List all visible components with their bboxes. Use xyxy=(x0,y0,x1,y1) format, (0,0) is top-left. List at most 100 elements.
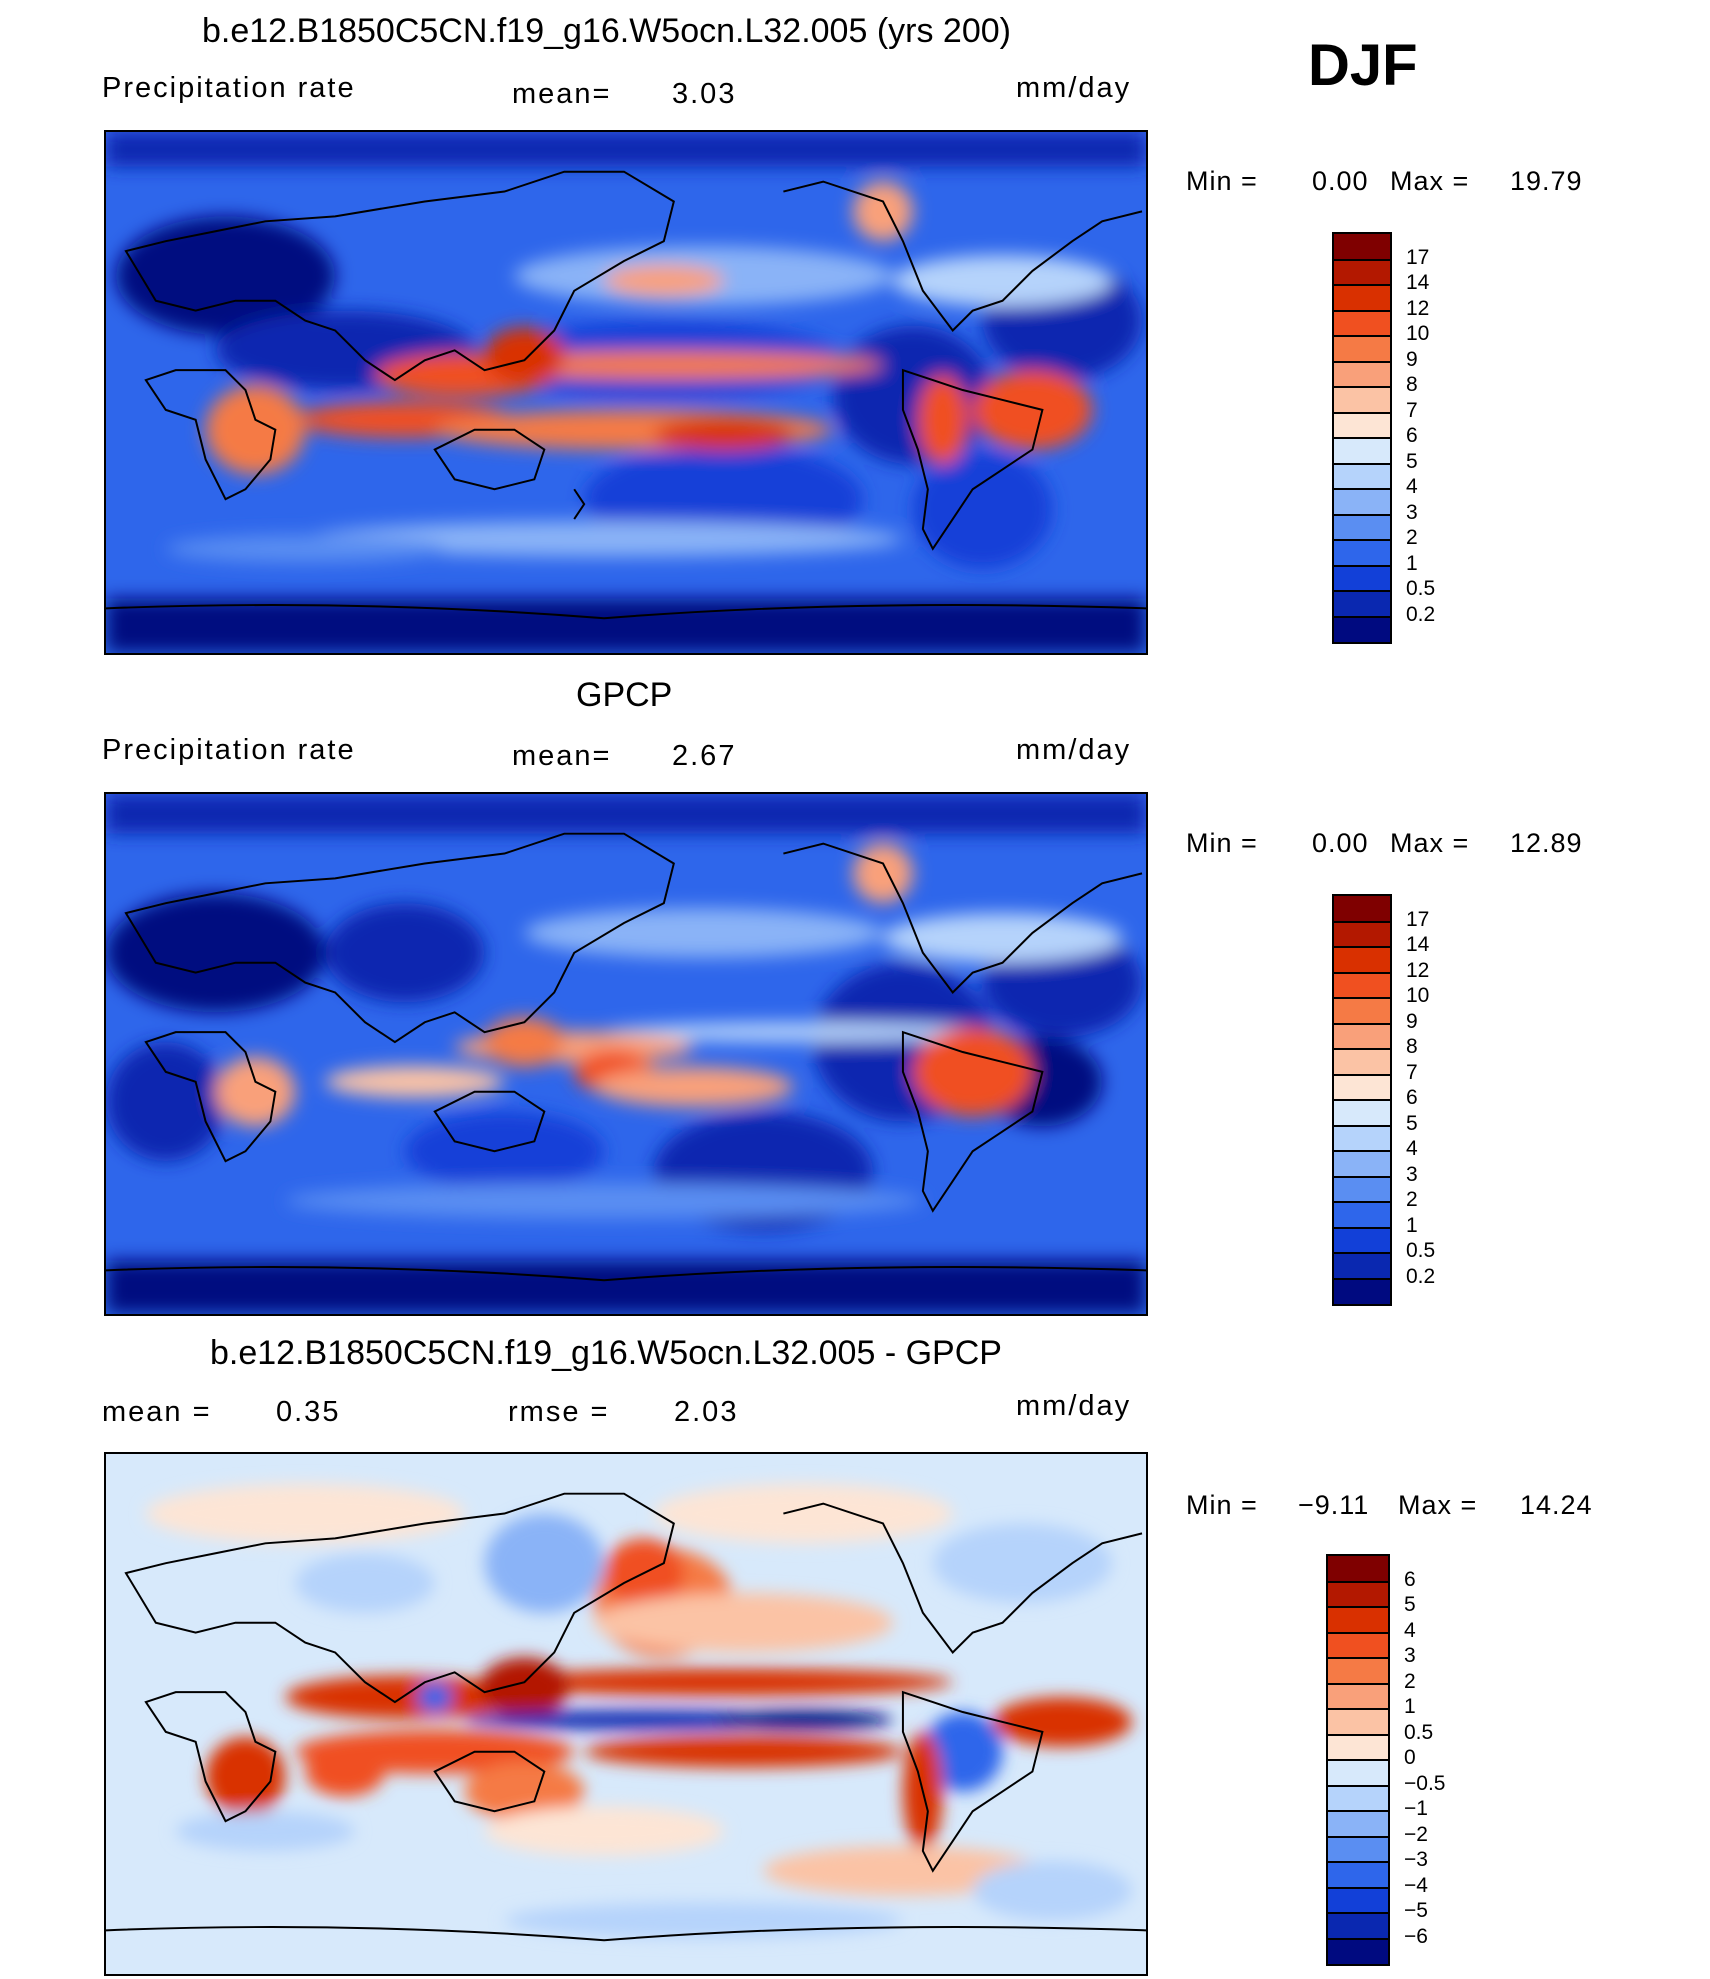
colorbar-separator xyxy=(1334,386,1390,388)
colorbar-tick-label: −1 xyxy=(1404,1797,1428,1820)
panel-2-max-label: Max = xyxy=(1390,828,1470,858)
colorbar-tick-label: 0.5 xyxy=(1406,577,1436,600)
colorbar-separator xyxy=(1328,1708,1388,1710)
panel-1-mean-label: mean= xyxy=(512,78,612,110)
colorbar-separator xyxy=(1334,1175,1390,1178)
colorbar-tick-label: 4 xyxy=(1406,1137,1418,1160)
colorbar-tick-label: −6 xyxy=(1404,1924,1428,1948)
colorbar-tick-label: 2 xyxy=(1406,526,1418,549)
colorbar-cell xyxy=(1334,514,1390,540)
colorbar-tick-label: 3 xyxy=(1406,1162,1418,1186)
colorbar-cell xyxy=(1334,361,1390,387)
colorbar-tick-label: 4 xyxy=(1406,475,1418,498)
panel-2-map xyxy=(104,792,1148,1316)
colorbar-separator xyxy=(1334,1201,1390,1203)
panel-3-mean-value: 0.35 xyxy=(276,1396,341,1428)
colorbar-separator xyxy=(1334,488,1390,490)
colorbar-cell xyxy=(1334,998,1390,1024)
colorbar-separator xyxy=(1334,258,1390,261)
panel-2-max-value: 12.89 xyxy=(1510,828,1583,858)
colorbar-tick-label: 0 xyxy=(1404,1746,1416,1769)
colorbar-tick-label: 8 xyxy=(1406,373,1418,396)
colorbar-cell xyxy=(1334,310,1390,336)
panel-2-min-label: Min = xyxy=(1186,828,1258,858)
colorbar-tick-label: 6 xyxy=(1406,424,1418,447)
colorbar-separator xyxy=(1334,590,1390,592)
colorbar-cell xyxy=(1328,1938,1388,1964)
colorbar-2 xyxy=(1332,894,1392,1306)
colorbar-tick-label: 2 xyxy=(1404,1669,1416,1693)
colorbar-tick-label: 14 xyxy=(1406,271,1430,294)
colorbar-separator xyxy=(1334,1150,1390,1152)
colorbar-tick-label: 1 xyxy=(1406,1213,1418,1237)
panel-2-title: GPCP xyxy=(576,676,673,714)
colorbar-tick-label: 1 xyxy=(1404,1695,1416,1718)
colorbar-tick-label: 17 xyxy=(1406,245,1430,269)
colorbar-separator xyxy=(1334,971,1390,974)
colorbar-3 xyxy=(1326,1554,1390,1966)
panel-3-min-value: −9.11 xyxy=(1298,1490,1370,1520)
colorbar-separator xyxy=(1334,564,1390,567)
colorbar-separator xyxy=(1328,1912,1388,1914)
colorbar-cell xyxy=(1328,1887,1388,1913)
colorbar-separator xyxy=(1328,1733,1388,1736)
colorbar-cell xyxy=(1334,1278,1390,1304)
colorbar-tick-label: −5 xyxy=(1404,1899,1428,1922)
colorbar-cell xyxy=(1334,896,1390,922)
colorbar-cell xyxy=(1334,540,1390,566)
colorbar-tick-label: 6 xyxy=(1404,1567,1416,1591)
colorbar-cell xyxy=(1334,972,1390,998)
colorbar-tick-label: 0.5 xyxy=(1406,1239,1436,1262)
colorbar-cell xyxy=(1328,1556,1388,1582)
colorbar-separator xyxy=(1334,1073,1390,1076)
panel-2-units: mm/day xyxy=(1016,734,1132,766)
colorbar-cell xyxy=(1328,1632,1388,1658)
colorbar-cell xyxy=(1328,1862,1388,1888)
colorbar-separator xyxy=(1328,1784,1388,1787)
colorbar-cell xyxy=(1334,1202,1390,1228)
panel-1-max-value: 19.79 xyxy=(1510,166,1583,196)
panel-1-map xyxy=(104,130,1148,655)
panel-1-title: b.e12.B1850C5CN.f19_g16.W5ocn.L32.005 (y… xyxy=(202,12,1011,50)
colorbar-separator xyxy=(1334,360,1390,363)
colorbar-tick-label: 1 xyxy=(1406,551,1418,575)
colorbar-cell xyxy=(1334,1151,1390,1177)
panel-1-mean-value: 3.03 xyxy=(672,78,737,110)
colorbar-cell xyxy=(1328,1785,1388,1811)
colorbar-separator xyxy=(1334,1048,1390,1050)
colorbar-tick-label: 5 xyxy=(1406,449,1418,473)
colorbar-tick-label: 14 xyxy=(1406,933,1430,956)
colorbar-cell xyxy=(1328,1683,1388,1709)
colorbar-separator xyxy=(1328,1606,1388,1608)
colorbar-tick-label: 5 xyxy=(1404,1593,1416,1616)
colorbar-tick-label: 0.2 xyxy=(1406,1264,1436,1288)
colorbar-tick-label: 9 xyxy=(1406,347,1418,371)
colorbar-cell xyxy=(1334,565,1390,591)
colorbar-tick-label: 7 xyxy=(1406,398,1418,422)
colorbar-separator xyxy=(1328,1937,1388,1940)
panel-1-variable-label: Precipitation rate xyxy=(102,72,356,104)
colorbar-separator xyxy=(1334,615,1390,618)
colorbar-separator xyxy=(1334,1277,1390,1280)
colorbar-separator xyxy=(1334,1226,1390,1229)
season-label: DJF xyxy=(1308,33,1418,98)
colorbar-cell xyxy=(1328,1658,1388,1684)
colorbar-separator xyxy=(1328,1580,1388,1583)
colorbar-cell xyxy=(1334,259,1390,285)
colorbar-cell xyxy=(1334,1023,1390,1049)
colorbar-separator xyxy=(1334,437,1390,439)
colorbar-cell xyxy=(1334,1253,1390,1279)
colorbar-tick-label: 2 xyxy=(1406,1188,1418,1211)
panel-3-max-label: Max = xyxy=(1398,1490,1478,1520)
colorbar-1 xyxy=(1332,232,1392,644)
colorbar-separator xyxy=(1328,1631,1388,1634)
colorbar-separator xyxy=(1328,1682,1388,1685)
panel-1-max-label: Max = xyxy=(1390,166,1470,196)
colorbar-cell xyxy=(1334,463,1390,489)
colorbar-tick-label: −3 xyxy=(1404,1848,1428,1871)
panel-2-variable-label: Precipitation rate xyxy=(102,734,356,766)
colorbar-cell xyxy=(1334,285,1390,311)
colorbar-separator xyxy=(1328,1835,1388,1838)
panel-3-units: mm/day xyxy=(1016,1390,1132,1422)
colorbar-separator xyxy=(1334,997,1390,999)
